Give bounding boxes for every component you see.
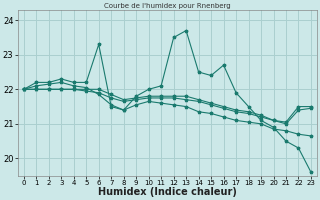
X-axis label: Humidex (Indice chaleur): Humidex (Indice chaleur) <box>98 187 237 197</box>
Title: Courbe de l'humidex pour Rnenberg: Courbe de l'humidex pour Rnenberg <box>104 3 231 9</box>
